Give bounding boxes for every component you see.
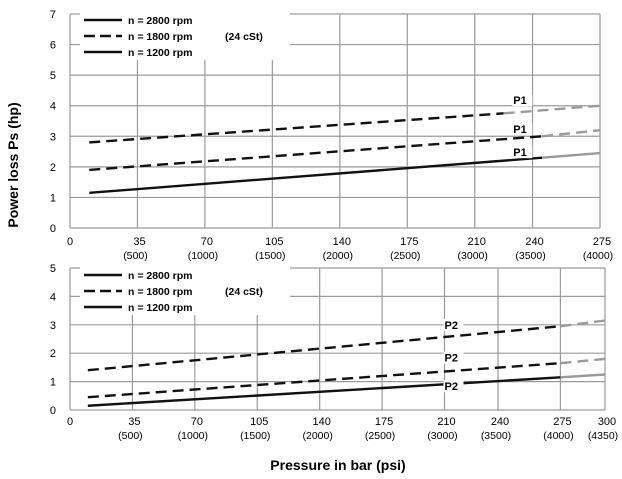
x-tick-label: 240 bbox=[491, 416, 509, 428]
x-tick-sublabel: (3000) bbox=[458, 250, 488, 262]
x-tick-sublabel: (4000) bbox=[583, 250, 613, 262]
series-line-3 bbox=[87, 376, 561, 407]
series-label: P1 bbox=[513, 95, 526, 107]
x-tick-sublabel: (3000) bbox=[427, 430, 457, 442]
legend-label: n = 1800 rpm bbox=[128, 31, 193, 43]
x-tick-label: 105 bbox=[265, 236, 283, 248]
y-tick-label: 5 bbox=[50, 263, 56, 275]
y-tick-label: 6 bbox=[50, 40, 56, 52]
x-tick-sublabel: (2500) bbox=[365, 430, 395, 442]
x-tick-sublabel: (4350) bbox=[588, 430, 618, 442]
y-tick-label: 3 bbox=[50, 131, 56, 143]
y-tick-label: 7 bbox=[50, 9, 56, 21]
y-tick-label: 1 bbox=[50, 377, 56, 389]
x-tick-label: 275 bbox=[593, 236, 611, 248]
series-line-2 bbox=[89, 135, 543, 172]
y-tick-label: 0 bbox=[50, 223, 56, 235]
series-extension-2 bbox=[560, 357, 606, 365]
series-label: P2 bbox=[445, 353, 458, 365]
x-tick-sublabel: (1500) bbox=[255, 250, 285, 262]
series-extension-3 bbox=[542, 151, 601, 159]
y-tick-label: 4 bbox=[50, 101, 56, 113]
y-tick-label: 2 bbox=[50, 162, 56, 174]
x-tick-sublabel: (4000) bbox=[543, 430, 573, 442]
x-tick-sublabel: (1000) bbox=[178, 430, 208, 442]
series-line-1 bbox=[89, 112, 504, 144]
x-tick-label: 105 bbox=[250, 416, 268, 428]
series-label-bg bbox=[443, 319, 464, 332]
y-tick-label: 4 bbox=[50, 291, 56, 303]
legend-note: (24 cSt) bbox=[225, 31, 263, 43]
legend-label: n = 2800 rpm bbox=[128, 270, 193, 282]
x-tick-label: 140 bbox=[333, 236, 351, 248]
series-extension-2 bbox=[542, 128, 601, 138]
x-tick-sublabel: (1500) bbox=[240, 430, 270, 442]
y-tick-label: 3 bbox=[50, 320, 56, 332]
x-tick-label: 35 bbox=[128, 416, 140, 428]
series-label: P1 bbox=[513, 147, 526, 159]
legend-label: n = 2800 rpm bbox=[128, 15, 193, 27]
series-line-1 bbox=[87, 325, 561, 372]
series-label-bg bbox=[443, 351, 464, 364]
series-label-bg bbox=[512, 94, 533, 107]
y-tick-label: 5 bbox=[50, 70, 56, 82]
x-tick-sublabel: (500) bbox=[118, 430, 143, 442]
series-extension-1 bbox=[560, 319, 606, 328]
series-label-bg bbox=[512, 123, 533, 136]
x-tick-sublabel: (2000) bbox=[323, 250, 353, 262]
x-tick-sublabel: (2500) bbox=[390, 250, 420, 262]
y-tick-label: 1 bbox=[50, 192, 56, 204]
x-tick-label: 275 bbox=[553, 416, 571, 428]
x-tick-label: 70 bbox=[201, 236, 213, 248]
x-tick-label: 0 bbox=[67, 416, 73, 428]
series-label: P1 bbox=[513, 124, 526, 136]
series-label: P2 bbox=[445, 381, 458, 393]
x-tick-sublabel: (3500) bbox=[515, 250, 545, 262]
series-label-bg bbox=[512, 146, 533, 159]
x-tick-label: 35 bbox=[133, 236, 145, 248]
y-tick-label: 0 bbox=[50, 405, 56, 417]
series-line-2 bbox=[87, 361, 561, 399]
y-tick-label: 2 bbox=[50, 348, 56, 360]
x-tick-sublabel: (2000) bbox=[302, 430, 332, 442]
x-tick-label: 300 bbox=[598, 416, 616, 428]
x-tick-label: 210 bbox=[437, 416, 455, 428]
x-tick-label: 70 bbox=[191, 416, 203, 428]
series-extension-3 bbox=[560, 373, 606, 379]
x-tick-label: 0 bbox=[67, 236, 73, 248]
x-tick-label: 175 bbox=[400, 236, 418, 248]
chart-p2: 0 1 2 3 4 5 0 35 (500) 70 (1000) 105 (1500) 140 (2000)… bbox=[50, 263, 618, 442]
legend-label: n = 1200 rpm bbox=[128, 47, 193, 59]
x-tick-label: 240 bbox=[525, 236, 543, 248]
x-tick-sublabel: (500) bbox=[123, 250, 148, 262]
series-line-3 bbox=[89, 156, 543, 195]
legend-label: n = 1200 rpm bbox=[128, 302, 193, 314]
x-tick-label: 140 bbox=[312, 416, 330, 428]
y-axis-title: Power loss Ps (hp) bbox=[5, 102, 21, 227]
x-tick-label: 175 bbox=[375, 416, 393, 428]
x-tick-sublabel: (3500) bbox=[481, 430, 511, 442]
legend-label: n = 1800 rpm bbox=[128, 286, 193, 298]
series-label-bg bbox=[443, 380, 464, 393]
x-tick-sublabel: (1000) bbox=[188, 250, 218, 262]
legend-note: (24 cSt) bbox=[225, 286, 263, 298]
x-tick-label: 210 bbox=[468, 236, 486, 248]
x-axis-title: Pressure in bar (psi) bbox=[270, 457, 405, 473]
series-label: P2 bbox=[445, 320, 458, 332]
